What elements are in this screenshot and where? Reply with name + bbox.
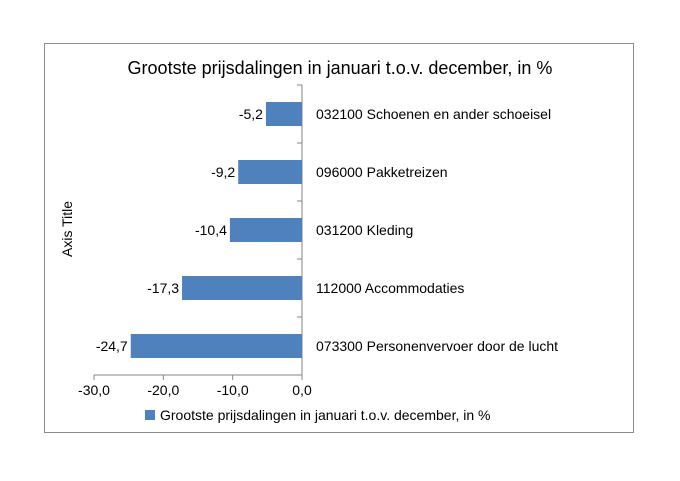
category-label: 112000 Accommodaties xyxy=(316,280,464,296)
bar-value-label: -10,4 xyxy=(195,222,227,238)
chart-title: Grootste prijsdalingen in januari t.o.v.… xyxy=(128,58,553,78)
bar xyxy=(238,160,302,184)
x-tick-label: -30,0 xyxy=(78,382,110,398)
category-label: 032100 Schoenen en ander schoeisel xyxy=(316,106,551,122)
x-tick-label: -10,0 xyxy=(217,382,249,398)
y-axis-title: Axis Title xyxy=(59,201,75,257)
bar-value-label: -9,2 xyxy=(211,164,235,180)
category-label: 096000 Pakketreizen xyxy=(316,164,448,180)
category-label: 073300 Personenvervoer door de lucht xyxy=(316,338,558,354)
chart-frame xyxy=(44,43,634,433)
bar-value-label: -17,3 xyxy=(147,280,179,296)
plot-area: -30,0 -20,0 -10,0 0,0 -5,2 032100 Schoenen en… xyxy=(78,84,558,398)
category-label: 031200 Kleding xyxy=(316,222,413,238)
bar-value-label: -24,7 xyxy=(96,338,128,354)
x-tick-label: -20,0 xyxy=(147,382,179,398)
bar xyxy=(182,276,302,300)
bar xyxy=(229,218,302,242)
bar-value-label: -5,2 xyxy=(239,106,263,122)
bar xyxy=(130,334,302,358)
x-tick-label: 0,0 xyxy=(292,382,312,398)
bar xyxy=(265,102,302,126)
legend-swatch xyxy=(145,410,155,420)
legend: Grootste prijsdalingen in januari t.o.v.… xyxy=(145,407,490,423)
legend-label: Grootste prijsdalingen in januari t.o.v.… xyxy=(160,407,490,423)
